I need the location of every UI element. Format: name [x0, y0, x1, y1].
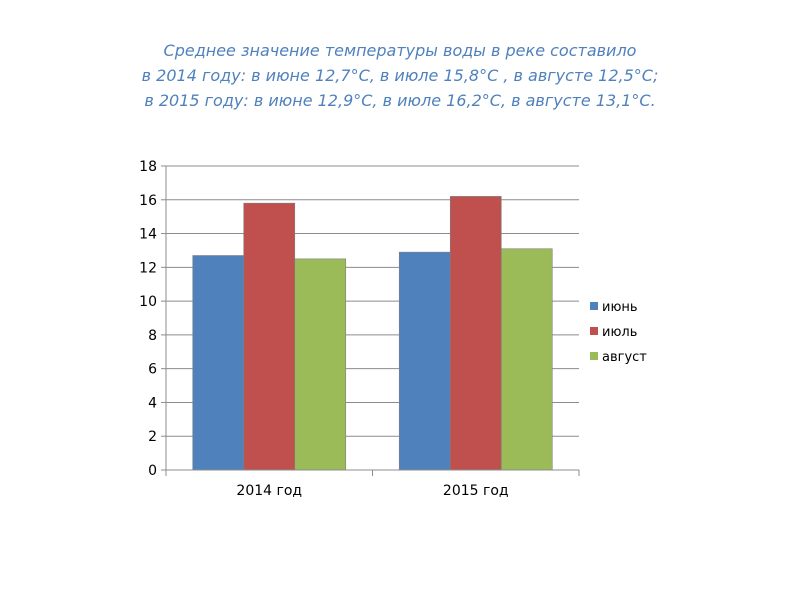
heading-line-2: в 2014 году: в июне 12,7°С, в июле 15,8°…: [141, 66, 659, 85]
heading-line-1: Среднее значение температуры воды в реке…: [163, 41, 637, 60]
axes: [161, 165, 580, 476]
slide-heading: Среднее значение температуры воды в реке…: [0, 38, 800, 113]
heading-line-3: в 2015 году: в июне 12,9°С, в июле 16,2°…: [144, 91, 656, 110]
y-tick-label: 18: [139, 159, 157, 175]
bar-июль-2015 год: [449, 196, 502, 471]
y-tick-labels: 0 2 4 6 8 10 12 14 16 18: [139, 159, 157, 479]
legend-label: июнь: [602, 300, 638, 315]
bar-август-2014 год: [294, 258, 347, 471]
x-tick-labels: 2014 год 2015 год: [236, 483, 508, 499]
legend-swatch: [590, 352, 598, 360]
y-tick-label: 2: [148, 429, 157, 445]
y-tick-label: 10: [139, 294, 157, 310]
bar-июнь-2014 год: [192, 255, 245, 471]
legend-swatch: [590, 302, 598, 310]
y-tick-label: 14: [139, 227, 157, 243]
legend: июнь июль август: [590, 300, 647, 365]
y-tick-label: 16: [139, 193, 157, 209]
y-tick-label: 4: [148, 395, 157, 411]
x-tick-label: 2015 год: [443, 483, 509, 499]
y-tick-label: 0: [148, 463, 157, 479]
y-tick-label: 6: [148, 362, 157, 378]
legend-label: август: [602, 350, 647, 365]
bars: [192, 196, 553, 471]
y-tick-label: 12: [139, 260, 157, 276]
bar-июль-2014 год: [243, 202, 296, 471]
legend-label: июль: [602, 325, 637, 340]
x-tick-label: 2014 год: [236, 483, 302, 499]
legend-swatch: [590, 327, 598, 335]
y-tick-label: 8: [148, 328, 157, 344]
bar-август-2015 год: [500, 248, 553, 471]
bar-июнь-2015 год: [398, 251, 451, 471]
